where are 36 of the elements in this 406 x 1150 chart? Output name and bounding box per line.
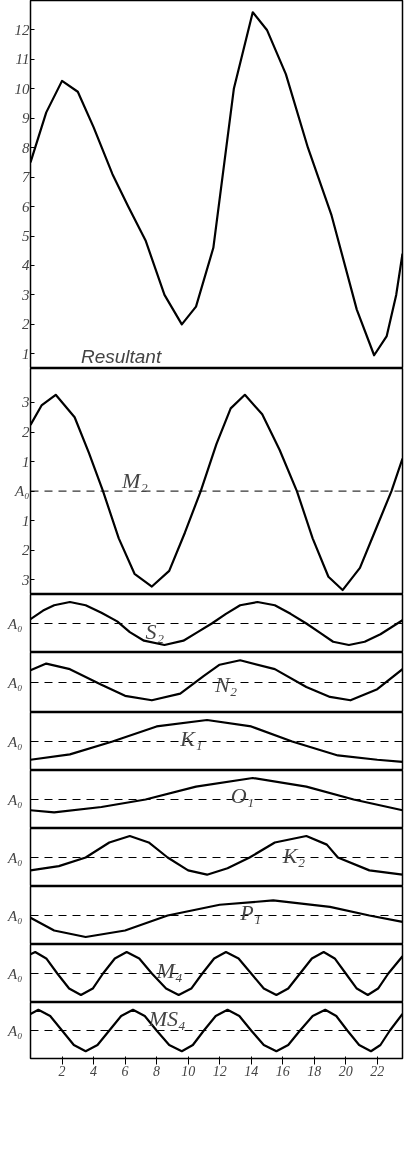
x-tick-label: 8 — [153, 1063, 161, 1079]
x-tick-label: 4 — [90, 1063, 98, 1079]
series-label: S₂ — [145, 618, 165, 644]
x-tick-label: 20 — [338, 1063, 353, 1079]
x-tick-label: 14 — [244, 1063, 259, 1079]
y-tick-label: 10 — [14, 80, 30, 97]
y-tick-label: 2 — [22, 424, 30, 441]
x-tick-label: 2 — [58, 1063, 66, 1079]
y-tick-label: 1 — [22, 345, 30, 362]
series-label: MS₄ — [147, 1006, 186, 1032]
series-label: K₁ — [179, 726, 203, 752]
series-label: O₁ — [230, 782, 255, 808]
series-label: M₂ — [120, 468, 149, 494]
x-tick-label: 10 — [181, 1063, 196, 1079]
y-tick-label: 2 — [22, 316, 30, 333]
y-tick-label: 1 — [22, 453, 30, 470]
y-tick-label: 12 — [14, 21, 30, 38]
y-tick-label: 3 — [21, 571, 30, 588]
y-tick-label: 8 — [22, 139, 30, 156]
y-tick-label: 7 — [22, 169, 31, 186]
y-tick-label: 6 — [22, 198, 30, 215]
y-tick-label: 2 — [22, 542, 30, 559]
y-tick-label: 5 — [22, 228, 30, 245]
x-tick-label: 12 — [212, 1063, 227, 1079]
x-tick-label: 16 — [275, 1063, 290, 1079]
y-tick-label: A₀ — [14, 483, 30, 500]
y-tick-label: 11 — [15, 51, 30, 68]
y-tick-label: 4 — [22, 257, 30, 274]
x-tick-label: 22 — [370, 1063, 385, 1079]
x-tick-label: 6 — [121, 1063, 129, 1079]
series-label: Resultant — [80, 345, 162, 367]
y-tick-label: 9 — [22, 110, 30, 127]
y-tick-label: 3 — [21, 394, 30, 411]
y-tick-label: 1 — [22, 512, 30, 529]
y-tick-label: 3 — [21, 286, 30, 303]
x-tick-label: 18 — [307, 1063, 322, 1079]
